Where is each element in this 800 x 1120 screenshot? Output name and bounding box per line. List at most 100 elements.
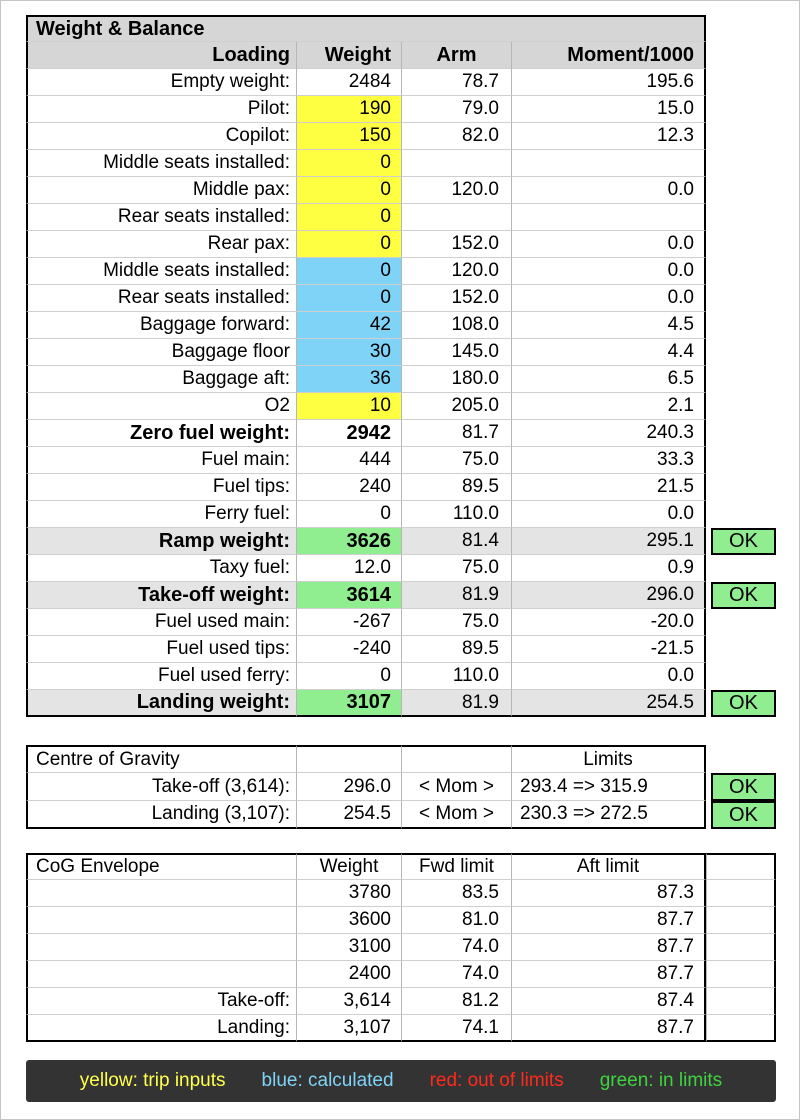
weight-input-cell[interactable]: 0 [296, 150, 401, 177]
cog-row: Take-off (3,614): 296.0 < Mom >293.4 => 31… [26, 773, 799, 801]
arm-value: 75.0 [401, 447, 511, 474]
col-header-limits: Limits [511, 745, 706, 773]
loading-row: Fuel used ferry: 0 110.0 0.0 [26, 663, 799, 690]
loading-label: Taxy fuel: [26, 555, 296, 582]
arm-value: 152.0 [401, 285, 511, 312]
empty-cell [401, 745, 511, 773]
cog-limits-range: 293.4 => 315.9 [511, 773, 706, 801]
loading-label: Pilot: [26, 96, 296, 123]
loading-row: Landing weight: 3107 81.9 254.5 OK [26, 690, 799, 717]
envelope-row-label [26, 934, 296, 961]
envelope-weight: 3600 [296, 907, 401, 934]
loading-row: Rear pax: 0 152.0 0.0 [26, 231, 799, 258]
status-ok-badge: OK [711, 582, 776, 609]
moment-value: -20.0 [511, 609, 706, 636]
weight-value: 444 [296, 447, 401, 474]
arm-value: 79.0 [401, 96, 511, 123]
weight-value: 0 [296, 501, 401, 528]
weight-value: 30 [296, 339, 401, 366]
moment-value: 0.0 [511, 177, 706, 204]
col-header-arm: Arm [401, 42, 511, 69]
envelope-weight: 3,107 [296, 1015, 401, 1042]
loading-label: Rear seats installed: [26, 285, 296, 312]
status-cell [706, 447, 776, 474]
loading-label: Baggage floor [26, 339, 296, 366]
empty-cell [706, 853, 776, 880]
col-header-weight: Weight [296, 42, 401, 69]
weight-value: 0 [296, 258, 401, 285]
arm-value: 75.0 [401, 609, 511, 636]
arm-value: 75.0 [401, 555, 511, 582]
loading-row: Baggage forward: 42 108.0 4.5 [26, 312, 799, 339]
loading-label: Take-off weight: [26, 582, 296, 609]
loading-row: Pilot: 190 79.0 15.0 [26, 96, 799, 123]
arm-value: 152.0 [401, 231, 511, 258]
moment-value: 240.3 [511, 420, 706, 447]
status-cell [706, 555, 776, 582]
weight-input-cell[interactable]: 10 [296, 393, 401, 420]
status-cell [706, 636, 776, 663]
weight-input-cell[interactable]: 0 [296, 177, 401, 204]
envelope-aft-limit: 87.7 [511, 961, 706, 988]
arm-value: 145.0 [401, 339, 511, 366]
cog-row: Landing (3,107): 254.5 < Mom >230.3 => 272… [26, 801, 799, 829]
loading-row: Take-off weight: 3614 81.9 296.0 OK [26, 582, 799, 609]
moment-value: 295.1 [511, 528, 706, 555]
loading-label: Rear pax: [26, 231, 296, 258]
envelope-row: Take-off: 3,614 81.2 87.4 [26, 988, 799, 1015]
cog-limits-range: 230.3 => 272.5 [511, 801, 706, 829]
status-cell [706, 123, 776, 150]
status-cell: OK [706, 690, 776, 717]
envelope-aft-limit: 87.4 [511, 988, 706, 1015]
moment-value: 0.0 [511, 285, 706, 312]
loading-row: Fuel main: 444 75.0 33.3 [26, 447, 799, 474]
mom-marker: < Mom > [401, 801, 511, 829]
col-header-env-weight: Weight [296, 853, 401, 880]
arm-value: 108.0 [401, 312, 511, 339]
col-header-fwd-limit: Fwd limit [401, 853, 511, 880]
weight-input-cell[interactable]: 0 [296, 231, 401, 258]
loading-row: Copilot: 150 82.0 12.3 [26, 123, 799, 150]
status-cell [706, 204, 776, 231]
sheet-title: Weight & Balance [26, 15, 706, 42]
arm-value [401, 204, 511, 231]
weight-value: 0 [296, 663, 401, 690]
status-cell [706, 663, 776, 690]
envelope-fwd-limit: 74.0 [401, 934, 511, 961]
loading-label: Rear seats installed: [26, 204, 296, 231]
weight-value: 3107 [296, 690, 401, 717]
moment-value: 21.5 [511, 474, 706, 501]
loading-label: Empty weight: [26, 69, 296, 96]
moment-value: -21.5 [511, 636, 706, 663]
loading-label: Fuel used main: [26, 609, 296, 636]
weight-input-cell[interactable]: 150 [296, 123, 401, 150]
loading-label: Middle seats installed: [26, 258, 296, 285]
weight-input-cell[interactable]: 190 [296, 96, 401, 123]
moment-value: 0.0 [511, 258, 706, 285]
col-header-moment: Moment/1000 [511, 42, 706, 69]
moment-value: 254.5 [511, 690, 706, 717]
envelope-row-label: Take-off: [26, 988, 296, 1015]
legend-item-green: green: in limits [599, 1070, 723, 1091]
envelope-fwd-limit: 74.0 [401, 961, 511, 988]
envelope-row: 2400 74.0 87.7 [26, 961, 799, 988]
status-cell [706, 231, 776, 258]
loading-row: Fuel used main: -267 75.0 -20.0 [26, 609, 799, 636]
loading-row: Baggage aft: 36 180.0 6.5 [26, 366, 799, 393]
loading-row: Middle seats installed: 0 120.0 0.0 [26, 258, 799, 285]
arm-value: 120.0 [401, 258, 511, 285]
weight-input-cell[interactable]: 0 [296, 204, 401, 231]
col-header-aft-limit: Aft limit [511, 853, 706, 880]
envelope-aft-limit: 87.7 [511, 1015, 706, 1042]
envelope-aft-limit: 87.3 [511, 880, 706, 907]
legend-bar: yellow: trip inputs blue: calculated red: … [26, 1060, 776, 1102]
status-cell [706, 312, 776, 339]
loading-row: Rear seats installed: 0 152.0 0.0 [26, 285, 799, 312]
status-cell [706, 177, 776, 204]
status-cell [706, 474, 776, 501]
empty-cell [706, 961, 776, 988]
status-cell [706, 393, 776, 420]
weight-value: 2484 [296, 69, 401, 96]
envelope-row-label [26, 961, 296, 988]
envelope-fwd-limit: 83.5 [401, 880, 511, 907]
